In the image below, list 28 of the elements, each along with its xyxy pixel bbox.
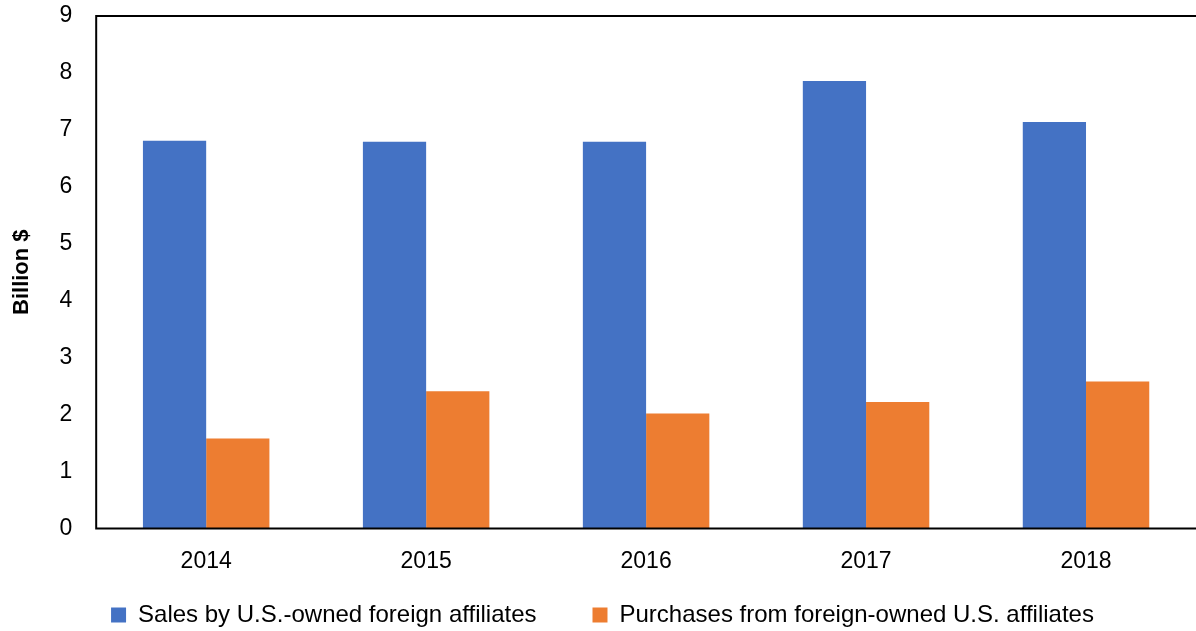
y-tick-label: 6: [59, 172, 73, 199]
legend-label: Sales by U.S.-owned foreign affiliates: [138, 599, 537, 627]
bar: [362, 141, 427, 529]
bar: [1022, 121, 1087, 529]
x-tick-label: 2015: [400, 546, 452, 573]
y-tick-label: 4: [59, 286, 73, 313]
x-tick-label: 2017: [840, 546, 892, 573]
bar: [426, 391, 490, 529]
y-tick-label: 8: [59, 58, 73, 85]
bar: [206, 438, 270, 529]
y-tick-label: 7: [59, 115, 73, 142]
y-tick-label: 2: [59, 399, 73, 426]
x-tick-label: 2018: [1060, 546, 1112, 573]
y-tick-label: 1: [59, 456, 73, 483]
legend-label: Purchases from foreign-owned U.S. affiliates: [619, 599, 1094, 627]
bar: [1086, 381, 1150, 529]
y-tick-label: 0: [59, 513, 73, 540]
x-tick-label: 2014: [180, 546, 232, 573]
y-axis-title: Billion $: [8, 229, 34, 315]
y-tick-label: 5: [59, 229, 73, 256]
bar: [582, 141, 647, 529]
bar: [866, 402, 930, 529]
y-tick-label: 3: [59, 342, 73, 369]
y-tick-label: 9: [59, 1, 73, 28]
bar: [142, 140, 207, 529]
bar: [646, 413, 710, 529]
bar: [802, 80, 867, 529]
x-tick-label: 2016: [620, 546, 672, 573]
